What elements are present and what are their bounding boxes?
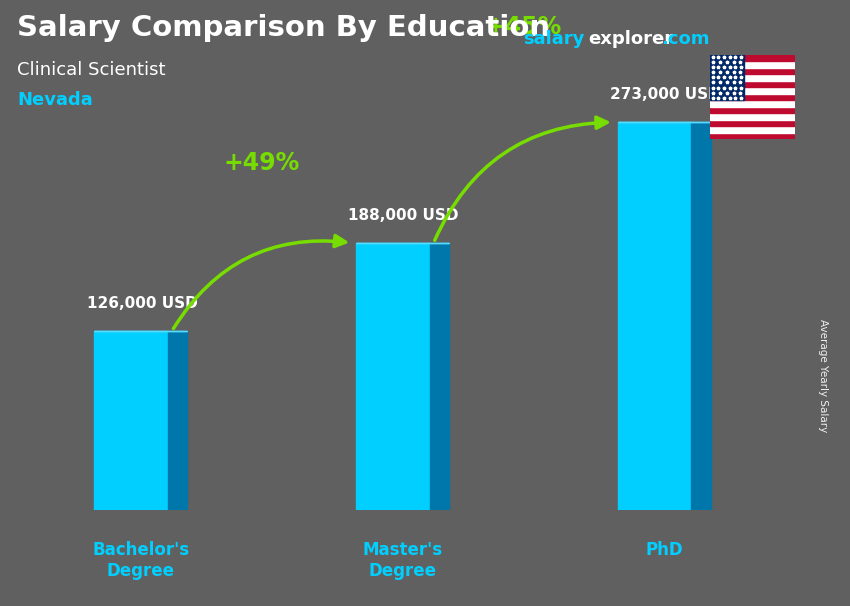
Text: 188,000 USD: 188,000 USD [348, 208, 459, 223]
Bar [356, 243, 430, 510]
Polygon shape [168, 331, 188, 510]
Bar [710, 120, 795, 126]
FancyArrowPatch shape [434, 117, 607, 241]
Text: Nevada: Nevada [17, 91, 93, 109]
Text: Clinical Scientist: Clinical Scientist [17, 61, 166, 79]
Text: Salary Comparison By Education: Salary Comparison By Education [17, 15, 550, 42]
Text: +49%: +49% [224, 151, 300, 175]
Text: salary: salary [523, 30, 584, 48]
Text: +45%: +45% [485, 15, 562, 39]
Bar [710, 55, 795, 61]
Text: explorer: explorer [588, 30, 673, 48]
Text: Average Yearly Salary: Average Yearly Salary [818, 319, 828, 432]
Text: Bachelor's
Degree: Bachelor's Degree [93, 541, 190, 580]
Text: 126,000 USD: 126,000 USD [87, 296, 197, 311]
Bar [710, 126, 795, 133]
Bar [710, 68, 795, 74]
Bar [710, 74, 795, 81]
FancyArrowPatch shape [173, 236, 346, 328]
Text: .com: .com [661, 30, 710, 48]
Bar [710, 81, 795, 87]
Bar [618, 122, 691, 510]
Polygon shape [691, 122, 711, 510]
Bar [710, 100, 795, 107]
Bar [710, 94, 795, 100]
Bar [710, 61, 795, 68]
Text: 273,000 USD: 273,000 USD [610, 87, 721, 102]
Bar [710, 55, 744, 100]
Bar [710, 113, 795, 120]
Bar [94, 331, 168, 510]
Text: PhD: PhD [645, 541, 683, 559]
Text: Master's
Degree: Master's Degree [362, 541, 443, 580]
Bar [710, 133, 795, 139]
Polygon shape [430, 243, 449, 510]
Bar [710, 107, 795, 113]
Bar [710, 87, 795, 94]
